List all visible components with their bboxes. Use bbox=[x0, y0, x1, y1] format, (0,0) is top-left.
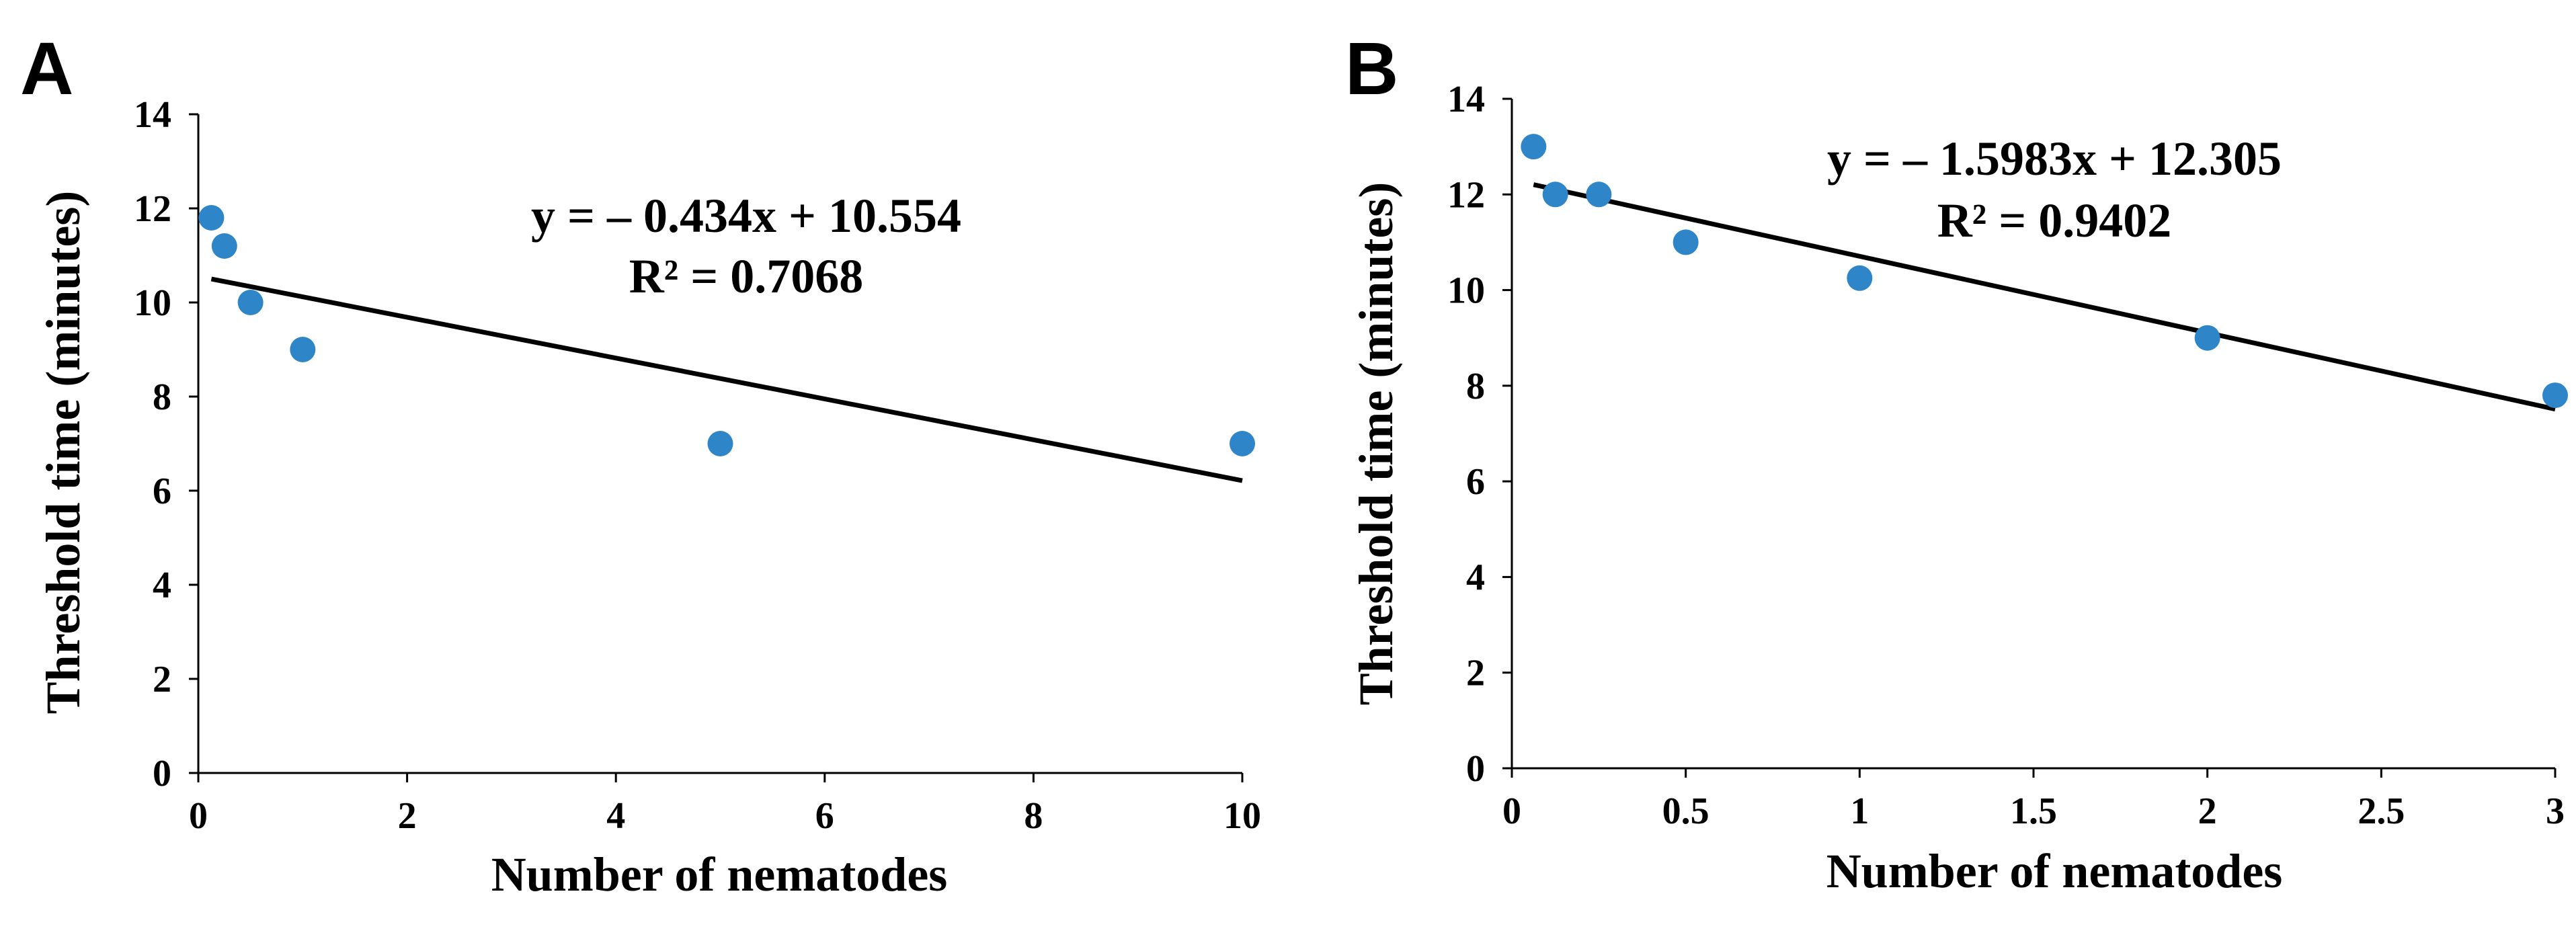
x-tick-label-a: 2 bbox=[398, 795, 417, 837]
r-squared-b: R² = 0.9402 bbox=[1937, 194, 2172, 247]
y-tick-label-b: 6 bbox=[1466, 461, 1485, 503]
y-tick-label-b: 4 bbox=[1466, 557, 1485, 598]
plot-area-a: 0 2 4 6 8 10 12 14 0 2 4 6 8 10 bbox=[134, 94, 1261, 837]
data-point-a bbox=[1230, 431, 1255, 456]
y-tick-label-a: 14 bbox=[134, 94, 171, 136]
y-tick-label-a: 2 bbox=[153, 659, 171, 700]
chart-panel-a: A 0 2 4 6 8 10 12 14 0 2 4 6 8 10 y = – 0.434x + 10.5… bbox=[0, 0, 1288, 936]
data-point-a bbox=[290, 337, 316, 362]
data-point-b bbox=[1673, 229, 1699, 255]
data-point-b bbox=[1521, 134, 1547, 160]
x-tick-label-b: 2.5 bbox=[2358, 790, 2405, 832]
y-tick-label-b: 10 bbox=[1447, 270, 1485, 312]
x-tick-label-a: 6 bbox=[815, 795, 834, 837]
y-tick-label-b: 0 bbox=[1466, 748, 1485, 790]
data-point-b bbox=[1586, 181, 1612, 208]
x-tick-label-b: 3 bbox=[2546, 790, 2565, 832]
x-axis-label-b: Number of nematodes bbox=[1826, 844, 2283, 898]
trendline-a bbox=[210, 276, 1243, 483]
panel-letter-a: A bbox=[20, 28, 73, 110]
y-tick-label-b: 8 bbox=[1466, 366, 1485, 407]
data-point-b bbox=[1847, 265, 1873, 291]
x-tick-label-b: 2 bbox=[2198, 790, 2217, 832]
x-tick-label-b: 1.5 bbox=[2010, 790, 2057, 832]
regression-equation-a: y = – 0.434x + 10.554 bbox=[531, 189, 961, 243]
y-axis-label-b: Threshold time (minutes) bbox=[1349, 182, 1403, 706]
y-tick-label-b: 2 bbox=[1466, 653, 1485, 694]
chart-panel-b: B 0 2 4 6 8 10 12 14 0 0.5 1 1.5 2 2.5 3 y = – 1.5983x… bbox=[1288, 0, 2576, 936]
data-point-b bbox=[1542, 181, 1568, 208]
data-point-a bbox=[198, 205, 225, 231]
regression-equation-b: y = – 1.5983x + 12.305 bbox=[1827, 132, 2282, 186]
trendline-b bbox=[1533, 182, 2556, 412]
x-tick-label-b: 1 bbox=[1850, 790, 1869, 832]
y-axis-label-a: Threshold time (minutes) bbox=[36, 191, 90, 715]
data-point-a bbox=[237, 290, 264, 315]
data-point-b bbox=[2194, 325, 2220, 351]
data-point-a bbox=[211, 233, 237, 259]
data-point-b bbox=[2542, 382, 2568, 409]
x-tick-label-b: 0 bbox=[1502, 790, 1521, 832]
chart-b-svg: B 0 2 4 6 8 10 12 14 0 0.5 1 1.5 2 2.5 3 y = – 1.5983x… bbox=[1345, 28, 2568, 898]
y-tick-label-a: 0 bbox=[153, 753, 171, 794]
panel-letter-b: B bbox=[1345, 28, 1398, 110]
data-point-a bbox=[707, 431, 733, 456]
x-axis-label-a: Number of nematodes bbox=[491, 848, 948, 901]
y-tick-label-a: 8 bbox=[153, 376, 171, 418]
y-tick-label-a: 10 bbox=[134, 282, 171, 324]
r-squared-a: R² = 0.7068 bbox=[629, 249, 864, 303]
x-tick-label-a: 4 bbox=[606, 795, 625, 837]
plot-area-b: 0 2 4 6 8 10 12 14 0 0.5 1 1.5 2 2.5 3 bbox=[1447, 79, 2568, 832]
y-tick-label-b: 12 bbox=[1447, 174, 1485, 216]
x-tick-label-a: 0 bbox=[189, 795, 208, 837]
x-tick-label-b: 0.5 bbox=[1662, 790, 1709, 832]
y-tick-label-a: 6 bbox=[153, 471, 171, 512]
chart-a-svg: A 0 2 4 6 8 10 12 14 0 2 4 6 8 10 y = – 0.434x + 10.5… bbox=[20, 28, 1261, 901]
x-tick-label-a: 10 bbox=[1223, 795, 1261, 837]
y-tick-label-a: 4 bbox=[153, 565, 171, 606]
y-tick-label-a: 12 bbox=[134, 188, 171, 230]
x-tick-label-a: 8 bbox=[1024, 795, 1043, 837]
y-tick-label-b: 14 bbox=[1447, 79, 1485, 120]
